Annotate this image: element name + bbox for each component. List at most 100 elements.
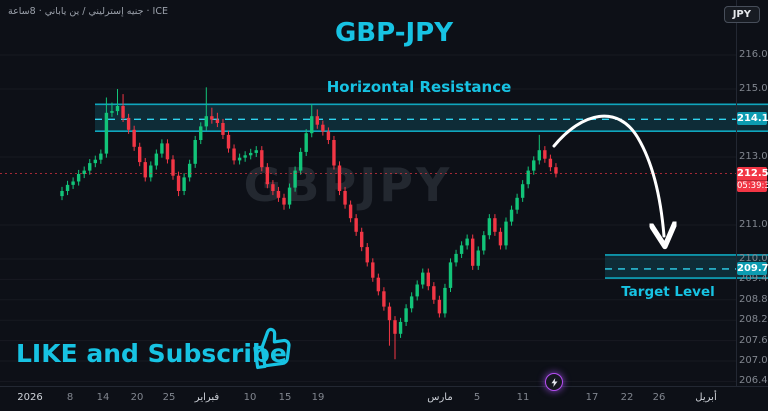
currency-badge-button[interactable]: JPY [723, 6, 760, 23]
price-axis-label: 211.000 [739, 219, 768, 230]
price-axis-label: 216.000 [739, 49, 768, 60]
time-axis-label: 17 [585, 392, 599, 403]
candle-body [543, 150, 547, 159]
current-price-value: 212.513 [737, 167, 768, 179]
candle-body [187, 163, 192, 178]
candle-body [60, 191, 64, 197]
candle-body [376, 277, 381, 292]
candle-body [282, 197, 286, 205]
candle-body [548, 158, 553, 168]
target-level-zone[interactable] [605, 254, 768, 279]
time-axis-label: 10 [243, 392, 257, 403]
candle-body [498, 231, 503, 246]
candle-body [176, 175, 181, 191]
candle-body [160, 143, 164, 154]
time-axis-label: أبريل [695, 392, 717, 403]
price-axis[interactable]: 216.000 215.000 213.000 211.000 210.000 209.4… [0, 0, 768, 386]
candle-body [354, 218, 358, 232]
price-axis-label: 207.000 [739, 355, 768, 366]
time-axis[interactable]: 2026 8 14 20 25 فبراير 10 15 19 مارس 5 11 17 22 26 أبري… [0, 386, 768, 411]
candle-body [138, 146, 142, 163]
horizontal-resistance-price-badge: 214.107 [737, 112, 768, 126]
time-axis-label: 5 [473, 392, 481, 403]
candle-body [132, 129, 136, 147]
candle-body [154, 153, 159, 166]
candle-body [304, 133, 308, 152]
candle-body [287, 187, 292, 205]
time-axis-label: 20 [130, 392, 144, 403]
candle-body [404, 308, 408, 322]
candle-body [432, 286, 436, 300]
candle-body [149, 165, 153, 178]
price-axis-label: 215.000 [739, 83, 768, 94]
candle-body [126, 117, 131, 130]
time-axis-label: 22 [620, 392, 634, 403]
candle-body [415, 284, 419, 297]
candle-body [226, 134, 231, 149]
candle-body [337, 165, 342, 191]
candle-body [204, 116, 208, 127]
candle-body [326, 131, 331, 140]
candle-body [293, 170, 297, 188]
candle-body [199, 126, 203, 140]
candle-body [321, 124, 325, 132]
candle-body [437, 299, 442, 314]
lightning-event-icon[interactable] [545, 373, 563, 391]
candle-body [343, 191, 347, 205]
candle-body [254, 150, 258, 153]
candle-body [65, 184, 70, 191]
candle-body [348, 204, 353, 219]
time-axis-label: مارس [427, 392, 453, 403]
chart-title: GBP-JPY [334, 18, 454, 48]
price-axis-separator [736, 0, 737, 386]
subscribe-annotation-text: LIKE and Subscribe [16, 339, 287, 368]
candle-body [165, 143, 170, 160]
candle-body [421, 272, 425, 285]
candle-body [265, 167, 270, 185]
price-axis-label: 208.200 [739, 314, 768, 326]
candle-body [243, 155, 247, 158]
candle-body [115, 106, 120, 112]
candle-body [465, 238, 469, 246]
price-axis-label: 208.800 [739, 293, 768, 305]
candle-body [454, 253, 458, 263]
candle-body [298, 151, 303, 171]
candle-body [520, 184, 525, 198]
candle-body [526, 170, 530, 185]
candle-body [459, 245, 464, 254]
time-axis-label: 15 [278, 392, 292, 403]
candle-body [382, 291, 386, 307]
candle-body [471, 238, 475, 266]
candle-body [393, 320, 397, 334]
candle-body [315, 116, 319, 125]
candle-body [487, 218, 492, 236]
candle-body [210, 116, 214, 120]
time-axis-label: 25 [162, 392, 176, 403]
candle-body [71, 181, 75, 185]
time-axis-label: 19 [311, 392, 325, 403]
candle-body [193, 140, 197, 164]
candle-body [443, 287, 447, 314]
candle-body [121, 106, 125, 118]
target-level-price-badge: 209.709 [737, 261, 768, 275]
candle-body [221, 123, 225, 135]
thumbs-up-icon [253, 327, 291, 370]
candle-body [271, 184, 275, 191]
time-axis-label: فبراير [194, 392, 220, 403]
time-axis-separator [0, 386, 768, 387]
candle-body [310, 116, 314, 134]
price-axis-label: 210.000 [739, 253, 768, 264]
candle-body [76, 174, 81, 182]
time-axis-label: 8 [66, 392, 74, 403]
candle-body [182, 177, 186, 191]
price-axis-label: 209.400 [739, 273, 768, 285]
candle-body [276, 191, 281, 198]
candle-body [448, 262, 453, 288]
symbol-info[interactable]: جنيه إسترليني / ين ياباني · 8ساعة · ICE [8, 6, 168, 17]
candle-body [482, 235, 486, 251]
time-axis-label: 14 [96, 392, 110, 403]
current-price-badge: 212.51305:39:39 [737, 166, 768, 192]
candle-body [509, 209, 514, 222]
candle-body [99, 153, 103, 160]
candle-body [398, 321, 403, 334]
